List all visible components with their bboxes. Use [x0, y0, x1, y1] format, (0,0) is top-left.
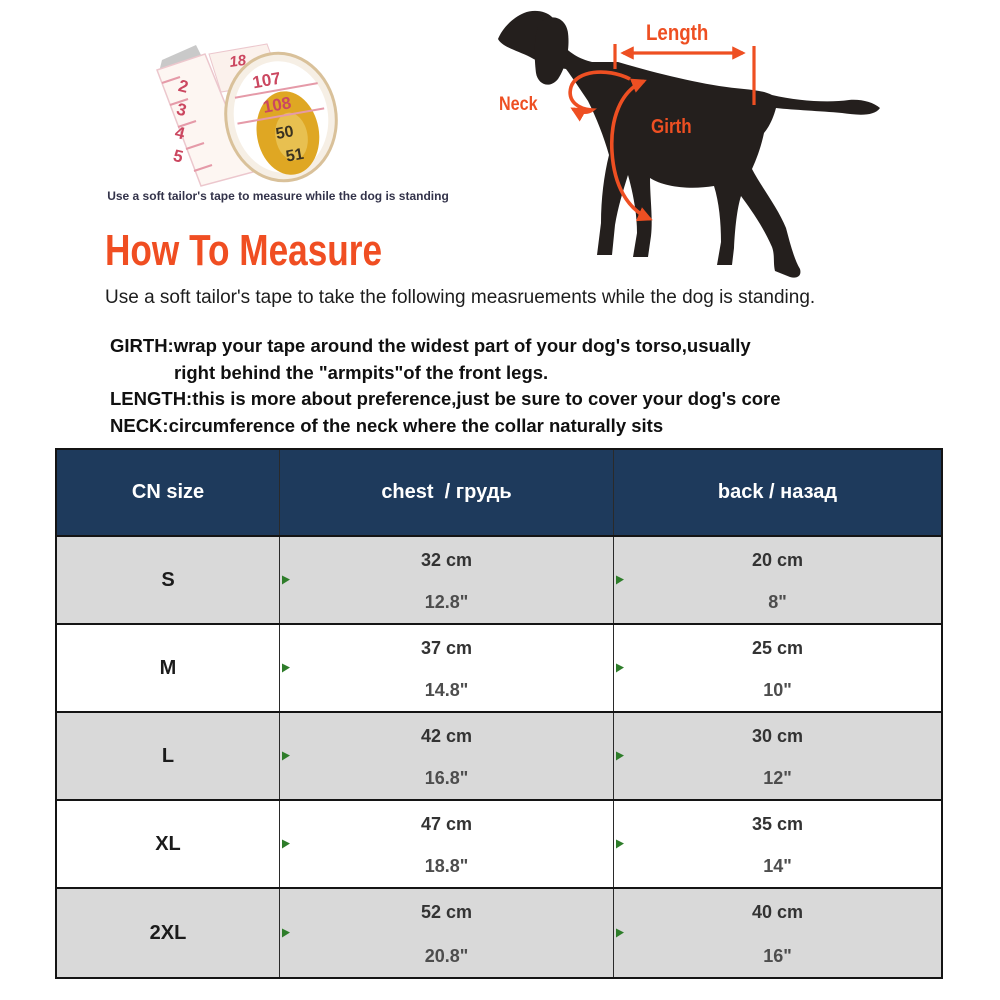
header-back: back / назад	[717, 481, 838, 503]
back-cm: 20 cm	[751, 550, 804, 570]
size-table-header-row: CN size chest / грудь back / назад	[57, 450, 941, 537]
svg-text:50: 50	[275, 123, 296, 143]
size-label: 2XL	[57, 889, 280, 977]
back-cell: 20 cm 8"	[614, 537, 941, 623]
green-arrow-icon	[616, 575, 624, 585]
dog-silhouette-path	[498, 10, 880, 278]
green-arrow-icon	[616, 751, 624, 761]
back-cm: 35 cm	[751, 814, 804, 834]
table-row-l: L 42 cm 16.8" 30 cm 12"	[57, 713, 941, 801]
svg-text:107: 107	[251, 69, 282, 93]
back-cm: 40 cm	[751, 902, 804, 922]
dog-silhouette-icon	[498, 10, 880, 278]
green-arrow-icon	[282, 751, 290, 761]
length-instruction: LENGTH:this is more about preference,jus…	[110, 388, 781, 409]
table-row-2xl: 2XL 52 cm 20.8" 40 cm 16"	[57, 889, 941, 977]
chest-cm: 47 cm	[420, 814, 473, 834]
green-arrow-icon	[616, 928, 624, 938]
green-arrow-icon	[282, 575, 290, 585]
back-inch: 16"	[763, 946, 792, 966]
girth-label: Girth	[651, 116, 692, 138]
green-arrow-icon	[282, 663, 290, 673]
size-label: XL	[57, 801, 280, 887]
green-arrow-icon	[282, 839, 290, 849]
chest-inch: 20.8"	[424, 946, 469, 966]
chest-cell: 47 cm 18.8"	[280, 801, 614, 887]
chest-inch: 12.8"	[424, 592, 469, 612]
length-arrow	[613, 44, 756, 105]
chest-cm: 37 cm	[420, 638, 473, 658]
back-cell: 30 cm 12"	[614, 713, 941, 799]
length-label: Length	[646, 20, 709, 45]
chest-cell: 42 cm 16.8"	[280, 713, 614, 799]
green-arrow-icon	[282, 928, 290, 938]
header-chest: chest / грудь	[280, 450, 614, 535]
svg-text:3: 3	[175, 99, 189, 120]
chest-cell: 52 cm 20.8"	[280, 889, 614, 977]
chest-cm: 52 cm	[420, 902, 473, 922]
green-arrow-icon	[616, 839, 624, 849]
neck-arc	[568, 70, 631, 122]
chest-inch: 14.8"	[424, 680, 469, 700]
tape-measure-icon: 2 3 4 5 18 19 107 108 50	[156, 43, 338, 187]
size-table: CN size chest / грудь back / назад S 32 …	[55, 448, 943, 979]
chest-cell: 32 cm 12.8"	[280, 537, 614, 623]
size-label: M	[57, 625, 280, 711]
svg-text:2: 2	[176, 76, 190, 97]
chest-cell: 37 cm 14.8"	[280, 625, 614, 711]
girth-arc	[609, 78, 653, 222]
size-label: S	[57, 537, 280, 623]
back-inch: 10"	[763, 680, 792, 700]
back-inch: 14"	[763, 856, 792, 876]
dog-ear-path	[534, 17, 569, 85]
header-cn-size: CN size	[57, 450, 280, 535]
back-cell: 40 cm 16"	[614, 889, 941, 977]
back-inch: 8"	[768, 592, 787, 612]
neck-instruction: NECK:circumference of the neck where the…	[110, 414, 664, 436]
back-inch: 12"	[763, 768, 792, 788]
chest-cm: 32 cm	[420, 550, 473, 570]
back-cm: 30 cm	[751, 726, 804, 746]
how-to-measure-title: How To Measure	[105, 226, 383, 275]
neck-label: Neck	[499, 94, 538, 115]
table-row-xl: XL 47 cm 18.8" 35 cm 14"	[57, 801, 941, 889]
tape-tick-marks	[161, 76, 213, 172]
tape-roll: 107 108 50 51	[224, 51, 338, 183]
back-cm: 25 cm	[751, 638, 804, 658]
tape-measure-figure: 2 3 4 5 18 19 107 108 50	[135, 42, 347, 192]
dog-measurement-diagram	[492, 5, 884, 287]
svg-text:51: 51	[285, 146, 306, 166]
back-cell: 35 cm 14"	[614, 801, 941, 887]
green-arrow-icon	[616, 663, 624, 673]
size-label: L	[57, 713, 280, 799]
chest-cm: 42 cm	[420, 726, 473, 746]
chest-inch: 16.8"	[424, 768, 469, 788]
measure-intro-text: Use a soft tailor's tape to take the fol…	[105, 287, 816, 308]
tape-caption: Use a soft tailor's tape to measure whil…	[107, 189, 449, 203]
girth-instruction-line1: GIRTH:wrap your tape around the widest p…	[110, 335, 751, 356]
girth-instruction-line2: right behind the "armpits"of the front l…	[174, 361, 549, 383]
back-cell: 25 cm 10"	[614, 625, 941, 711]
table-row-s: S 32 cm 12.8" 20 cm 8"	[57, 537, 941, 625]
svg-text:5: 5	[171, 146, 185, 167]
chest-inch: 18.8"	[424, 856, 469, 876]
table-row-m: M 37 cm 14.8" 25 cm 10"	[57, 625, 941, 713]
svg-text:108: 108	[261, 93, 292, 117]
measure-instructions: GIRTH:wrap your tape around the widest p…	[110, 333, 930, 439]
